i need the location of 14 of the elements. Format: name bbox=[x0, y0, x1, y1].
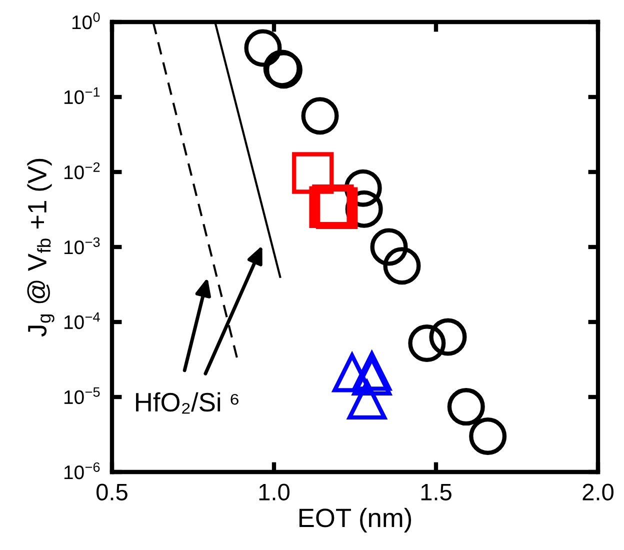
x-tick-label: 1.0 bbox=[259, 484, 290, 500]
x-tick-label: 2.0 bbox=[582, 484, 614, 500]
y-tick-label: 10$^{−4}$ bbox=[64, 312, 100, 330]
y-tick-label: 10$^{−1}$ bbox=[64, 87, 100, 104]
x-axis-title: EOT (nm) bbox=[299, 508, 412, 532]
y-tick-label: 10$^{0}$ bbox=[72, 12, 100, 30]
y-tick-label: 10$^{−6}$ bbox=[64, 462, 100, 480]
x-tick-label: 0.5 bbox=[96, 484, 128, 500]
x-tick-label: 1.5 bbox=[421, 484, 452, 500]
y-tick-label: 10$^{−2}$ bbox=[64, 162, 100, 180]
y-axis-title: J$_{g}$ @ V$_{fb}$ +1 (V) bbox=[27, 158, 54, 337]
y-tick-label: 10$^{−3}$ bbox=[64, 237, 100, 254]
y-tick-label: 10$^{−5}$ bbox=[64, 387, 100, 404]
annotation: HfO₂/Si ⁶ bbox=[136, 392, 238, 414]
